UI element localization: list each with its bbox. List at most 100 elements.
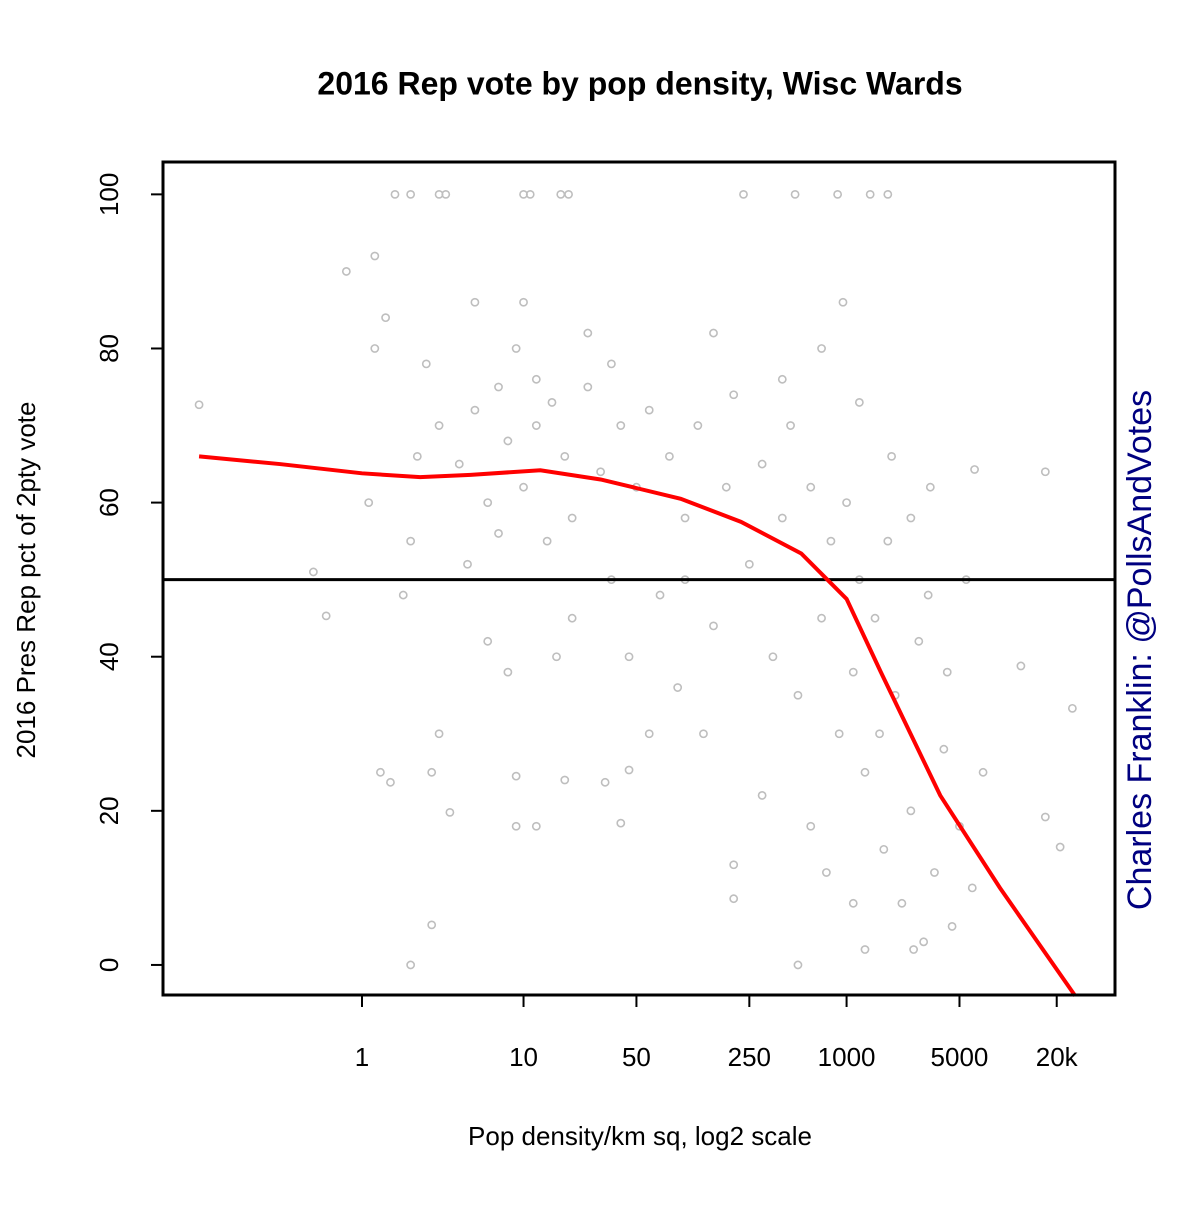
point <box>757 459 767 469</box>
point <box>525 189 535 199</box>
point <box>421 359 431 369</box>
point <box>833 189 843 199</box>
point <box>744 559 754 569</box>
point <box>624 652 634 662</box>
point <box>1055 842 1065 852</box>
point <box>398 590 408 600</box>
point <box>655 590 665 600</box>
point <box>434 421 444 430</box>
point <box>503 436 513 446</box>
point <box>616 421 626 430</box>
x-tick-label: 250 <box>728 1042 771 1072</box>
point <box>552 652 561 662</box>
point <box>854 398 864 407</box>
point <box>883 536 893 546</box>
point <box>427 767 437 777</box>
y-tick-label: 80 <box>94 334 124 363</box>
point <box>875 729 884 739</box>
point <box>531 821 541 831</box>
point <box>739 189 748 199</box>
point <box>729 860 739 870</box>
point <box>838 297 848 307</box>
point <box>370 251 380 261</box>
point <box>709 328 718 338</box>
point <box>930 868 939 877</box>
smooth-line <box>198 454 1077 997</box>
point <box>607 359 616 369</box>
point <box>494 529 503 538</box>
x-tick-label: 1 <box>355 1042 369 1072</box>
point <box>777 513 787 523</box>
point <box>386 777 395 787</box>
point <box>560 451 570 461</box>
point <box>547 398 557 407</box>
point <box>923 590 933 600</box>
point <box>531 421 541 430</box>
point <box>709 621 718 631</box>
x-tick-label: 1000 <box>818 1042 876 1072</box>
point <box>883 189 893 199</box>
point <box>406 189 416 199</box>
point <box>906 513 916 523</box>
point <box>470 405 480 415</box>
point <box>942 667 952 677</box>
point <box>925 482 935 492</box>
point <box>511 344 521 353</box>
point <box>381 313 391 323</box>
point <box>406 536 416 546</box>
point <box>583 328 593 338</box>
point <box>567 513 577 523</box>
point <box>834 729 844 739</box>
chart-title: 2016 Rep vote by pop density, Wisc Wards <box>317 65 962 101</box>
point <box>1067 703 1077 713</box>
point <box>729 390 739 400</box>
annotation: Charles Franklin: @PollsAndVotes <box>1121 390 1159 910</box>
point <box>542 536 552 546</box>
point <box>624 765 634 775</box>
point <box>848 898 858 908</box>
point <box>729 894 739 904</box>
point <box>793 690 803 700</box>
point <box>596 467 606 477</box>
y-tick-label: 20 <box>94 796 124 825</box>
point <box>826 536 836 546</box>
point <box>441 189 451 199</box>
point <box>821 868 831 877</box>
point <box>364 498 374 507</box>
point <box>806 821 816 831</box>
point <box>786 421 795 430</box>
x-tick-label: 10 <box>509 1042 538 1072</box>
point <box>860 767 870 777</box>
point <box>978 767 988 777</box>
x-tick-label: 50 <box>622 1042 651 1072</box>
plot-frame <box>161 160 1117 997</box>
point <box>909 945 919 954</box>
point <box>376 767 385 777</box>
y-tick-label: 40 <box>94 642 124 671</box>
point <box>406 960 416 970</box>
point <box>947 922 957 931</box>
point <box>494 382 503 392</box>
point <box>560 775 570 785</box>
point <box>817 344 826 353</box>
point <box>777 374 787 384</box>
point <box>757 791 767 800</box>
point <box>1016 661 1026 671</box>
point <box>564 189 573 199</box>
point <box>967 883 977 893</box>
point <box>793 960 803 970</box>
point <box>919 937 929 947</box>
point <box>673 683 683 692</box>
point <box>531 374 541 384</box>
point <box>721 482 731 492</box>
point <box>434 729 444 739</box>
y-tick-label: 60 <box>94 488 124 517</box>
point <box>427 920 437 930</box>
y-axis-label: 2016 Pres Rep pct of 2pty vote <box>11 402 41 759</box>
point <box>503 667 513 677</box>
point <box>483 498 493 507</box>
point <box>842 498 851 507</box>
point <box>897 898 907 908</box>
point <box>483 636 493 646</box>
